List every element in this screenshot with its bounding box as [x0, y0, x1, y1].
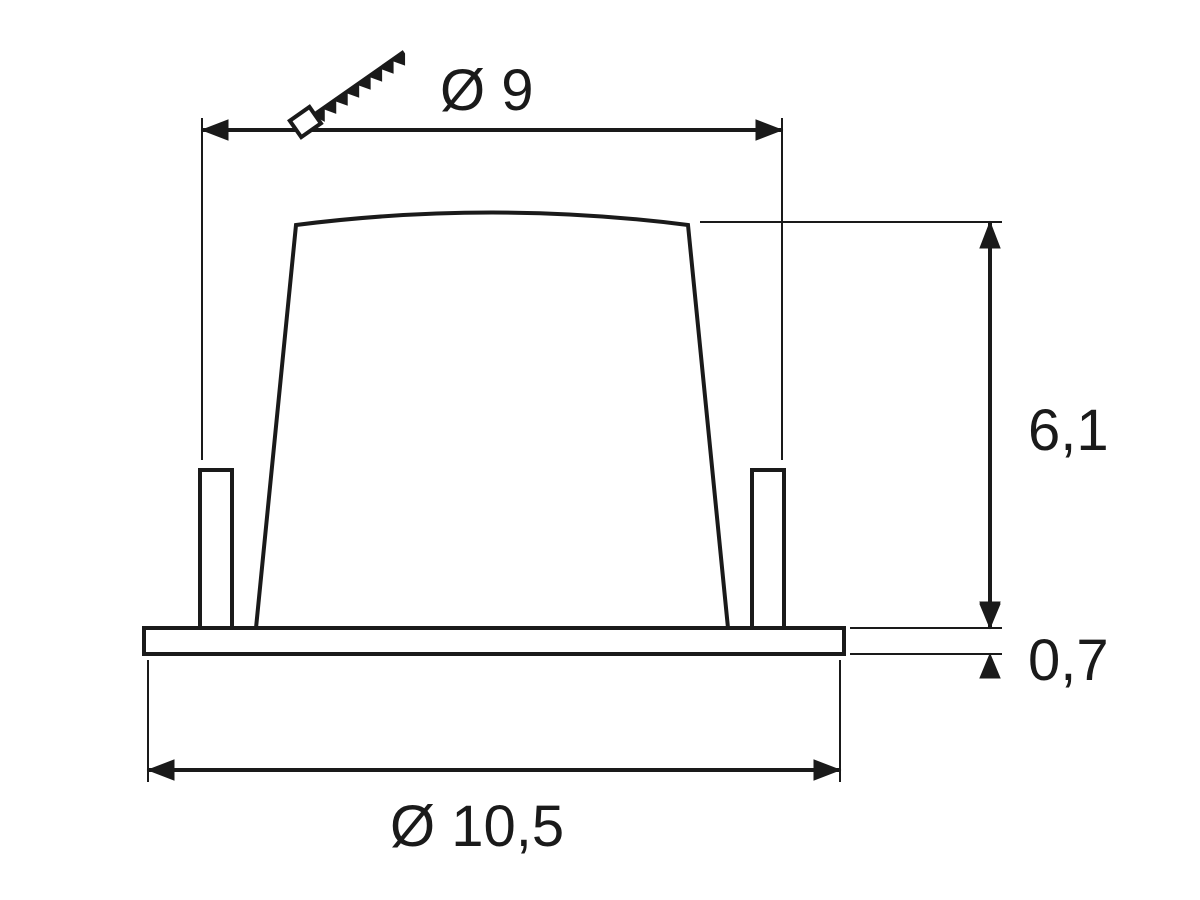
saw-icon — [290, 44, 411, 137]
flange-thickness-label: 0,7 — [1028, 628, 1109, 693]
outer-diameter-label: Ø 10,5 — [390, 794, 564, 859]
cutout-diameter-label: Ø 9 — [440, 58, 534, 123]
dimension-body-height: 6,1 — [700, 222, 1109, 628]
body-height-label: 6,1 — [1028, 398, 1109, 463]
mounting-clip-right — [752, 470, 784, 628]
dimension-drawing: Ø 9 Ø 10,5 6,1 — [0, 0, 1200, 900]
dimension-flange-thickness: 0,7 — [850, 604, 1109, 693]
dimension-cutout-diameter: Ø 9 — [202, 58, 782, 460]
fixture-body — [256, 213, 728, 629]
mounting-clip-left — [200, 470, 232, 628]
dimension-outer-diameter: Ø 10,5 — [148, 660, 840, 859]
flange — [144, 628, 844, 654]
fixture-profile — [144, 213, 844, 655]
